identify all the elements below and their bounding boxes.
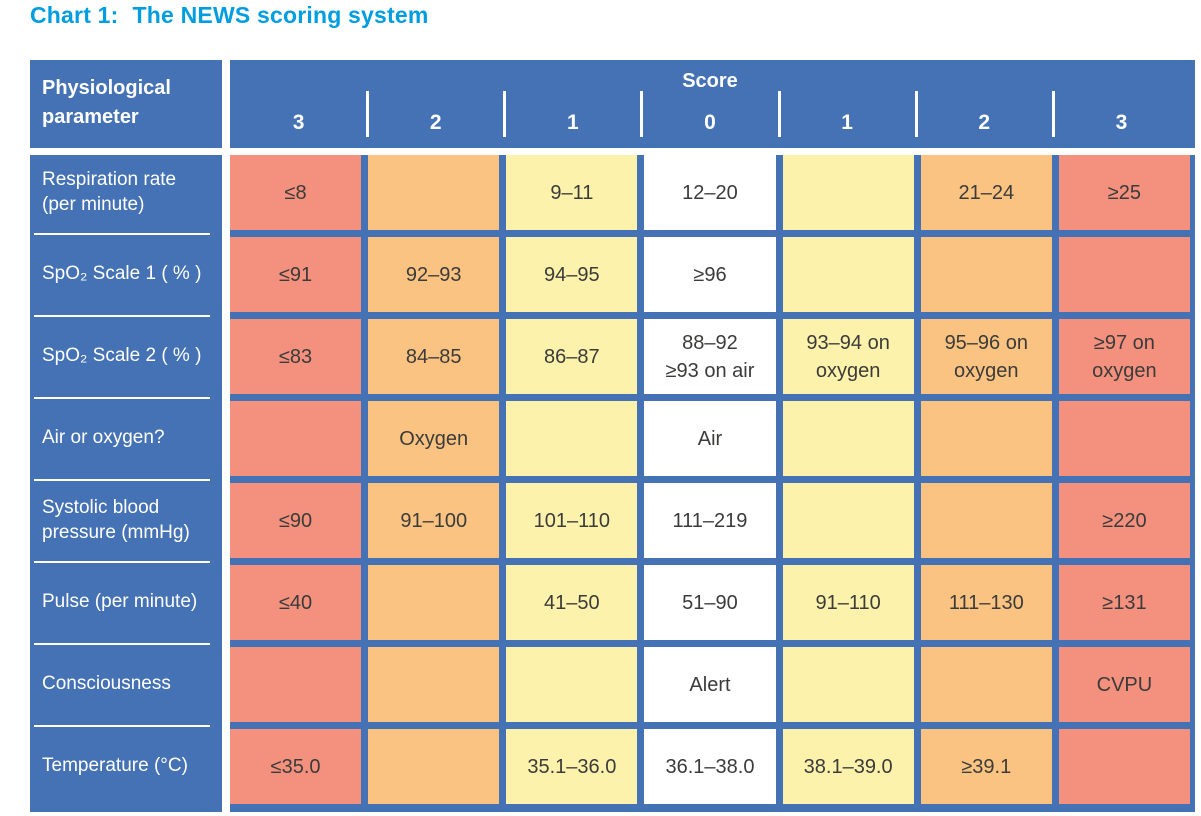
parameter-label: SpO₂ Scale 2 ( % ) <box>30 319 222 401</box>
score-cell <box>782 237 914 312</box>
score-column-header: 1 <box>779 60 918 148</box>
score-cell <box>506 401 638 476</box>
score-cell <box>782 401 914 476</box>
score-cell: 84–85 <box>368 319 500 394</box>
chart-title: Chart 1: The NEWS scoring system <box>30 2 429 29</box>
score-cell: 36.1–38.0 <box>644 729 776 804</box>
parameter-column-header: Physiological parameter <box>30 60 222 148</box>
score-cell: 94–95 <box>506 237 638 312</box>
score-column-header: 3 <box>230 60 370 148</box>
parameter-label: SpO₂ Scale 1 ( % ) <box>30 237 222 319</box>
score-cell: 95–96 on oxygen <box>920 319 1052 394</box>
parameter-label-text: Temperature (°C) <box>42 755 188 777</box>
parameter-label: Respiration rate (per minute) <box>30 155 222 237</box>
score-cell <box>1058 401 1190 476</box>
score-cell <box>230 401 362 476</box>
score-cell: 91–100 <box>368 483 500 558</box>
score-cell: 91–110 <box>782 565 914 640</box>
score-cell: ≥39.1 <box>920 729 1052 804</box>
parameter-label-text: Systolic blood pressure (mmHg) <box>42 496 190 543</box>
score-cell: 111–130 <box>920 565 1052 640</box>
score-cell: ≥96 <box>644 237 776 312</box>
score-cell: ≤40 <box>230 565 362 640</box>
parameter-label-text: SpO₂ Scale 2 ( % ) <box>42 345 202 367</box>
score-cell: ≤91 <box>230 237 362 312</box>
score-cell: 41–50 <box>506 565 638 640</box>
score-cell: 101–110 <box>506 483 638 558</box>
score-header-title: Score <box>682 70 738 92</box>
score-cell <box>368 155 500 230</box>
parameter-label: Consciousness <box>30 647 222 729</box>
score-column-header: 2 <box>916 60 1055 148</box>
score-cell <box>368 647 500 722</box>
score-cell: ≤83 <box>230 319 362 394</box>
score-cell: ≤8 <box>230 155 362 230</box>
score-cell: Air <box>644 401 776 476</box>
parameter-label-text: Consciousness <box>42 673 171 695</box>
score-column-header: 3 <box>1115 111 1128 134</box>
score-cell: 38.1–39.0 <box>782 729 914 804</box>
score-cell: 12–20 <box>644 155 776 230</box>
score-cell: ≥131 <box>1058 565 1190 640</box>
score-cell <box>920 237 1052 312</box>
score-cell <box>368 565 500 640</box>
score-grid: ≤8 9–11 12–20 21–24 ≥25 ≤91 92–93 94–95 ≥96 ≤83 84… <box>230 155 1195 812</box>
news-scoring-table: Physiological parameter Respiration rate… <box>30 60 1195 812</box>
parameter-column: Physiological parameter Respiration rate… <box>30 60 222 812</box>
score-column-header: 2 <box>367 60 507 148</box>
score-column-header: 1 <box>504 60 644 148</box>
score-cell <box>920 401 1052 476</box>
score-cell: ≥220 <box>1058 483 1190 558</box>
score-cell <box>1058 729 1190 804</box>
score-cell: Oxygen <box>368 401 500 476</box>
score-cell: 93–94 on oxygen <box>782 319 914 394</box>
score-cell: 92–93 <box>368 237 500 312</box>
score-cell: ≤90 <box>230 483 362 558</box>
score-cell <box>782 647 914 722</box>
score-cell: ≥97 on oxygen <box>1058 319 1190 394</box>
parameter-label: Temperature (°C) <box>30 729 222 811</box>
score-cell: 88–92 ≥93 on air <box>644 319 776 394</box>
parameter-label-text: Pulse (per minute) <box>42 591 198 613</box>
parameter-labels: Respiration rate (per minute) SpO₂ Scale … <box>30 155 222 812</box>
parameter-label-text: Air or oxygen? <box>42 427 165 449</box>
score-cell: 86–87 <box>506 319 638 394</box>
score-cell <box>920 647 1052 722</box>
score-cell: 21–24 <box>920 155 1052 230</box>
score-cell: Alert <box>644 647 776 722</box>
chart-title-label: Chart 1: <box>30 2 119 28</box>
parameter-label: Systolic blood pressure (mmHg) <box>30 483 222 565</box>
parameter-label-text: Respiration rate (per minute) <box>42 168 177 215</box>
score-cell <box>920 483 1052 558</box>
score-cell <box>782 483 914 558</box>
score-cell <box>782 155 914 230</box>
score-cell: ≥25 <box>1058 155 1190 230</box>
score-cell <box>368 729 500 804</box>
score-cell: 111–219 <box>644 483 776 558</box>
parameter-label-text: SpO₂ Scale 1 ( % ) <box>42 263 202 285</box>
score-cell <box>1058 237 1190 312</box>
chart-title-text: The NEWS scoring system <box>132 2 429 28</box>
parameter-label: Pulse (per minute) <box>30 565 222 647</box>
score-cell: ≤35.0 <box>230 729 362 804</box>
score-cell <box>506 647 638 722</box>
score-cell: CVPU <box>1058 647 1190 722</box>
score-cell: 9–11 <box>506 155 638 230</box>
score-cell <box>230 647 362 722</box>
score-cell: 51–90 <box>644 565 776 640</box>
score-cell: 35.1–36.0 <box>506 729 638 804</box>
parameter-label: Air or oxygen? <box>30 401 222 483</box>
score-column-header: 0 <box>641 60 781 148</box>
